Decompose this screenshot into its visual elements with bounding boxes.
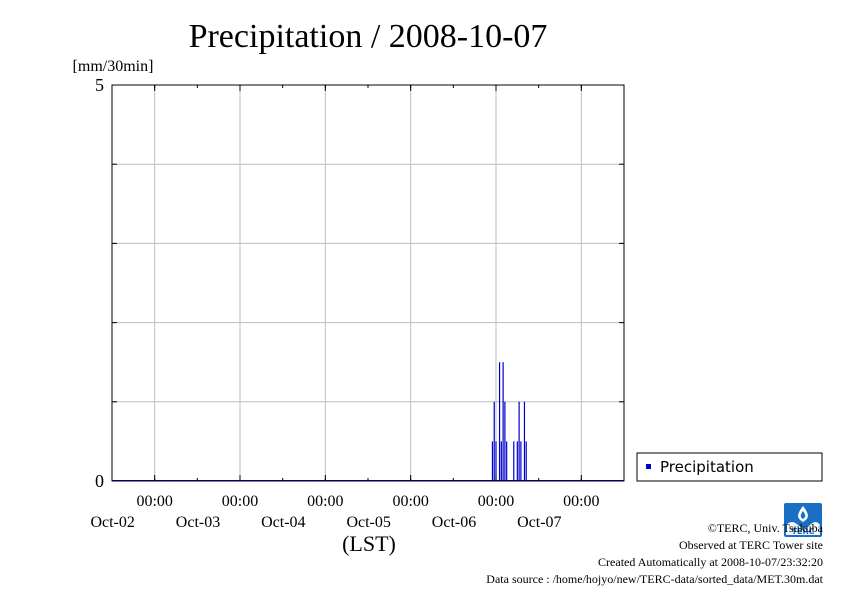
precipitation-bar bbox=[502, 362, 504, 481]
precipitation-bar bbox=[513, 441, 515, 481]
precipitation-bar bbox=[500, 441, 502, 481]
x-tick-time-label: 00:00 bbox=[563, 493, 599, 510]
terc-logo-graphic: TERC bbox=[784, 503, 822, 537]
x-axis-label: (LST) bbox=[342, 531, 396, 556]
legend: Precipitation bbox=[636, 452, 823, 482]
x-tick-date-label: Oct-02 bbox=[90, 514, 134, 531]
x-tick-time-label: 00:00 bbox=[392, 493, 428, 510]
y-tick-labels: 05 bbox=[95, 75, 104, 491]
chart-title: Precipitation / 2008-10-07 bbox=[189, 18, 548, 55]
x-tick-date-label: Oct-06 bbox=[432, 514, 476, 531]
x-tick-labels: 00:00Oct-0200:00Oct-0300:00Oct-0400:00Oc… bbox=[90, 493, 599, 531]
y-tick-label: 5 bbox=[95, 75, 104, 95]
precipitation-bar bbox=[493, 401, 495, 481]
precipitation-bar bbox=[520, 441, 522, 481]
created-timestamp-text: Created Automatically at 2008-10-07/23:3… bbox=[598, 555, 823, 569]
x-tick-date-label: Oct-05 bbox=[346, 514, 390, 531]
precipitation-bar bbox=[498, 362, 501, 481]
legend-entry-label: Precipitation bbox=[660, 458, 754, 476]
x-tick-date-label: Oct-03 bbox=[176, 514, 220, 531]
precipitation-bar bbox=[525, 441, 527, 481]
axis-ticks bbox=[111, 84, 625, 482]
precipitation-bar bbox=[516, 441, 518, 481]
precipitation-bar bbox=[518, 401, 520, 481]
observed-site-text: Observed at TERC Tower site bbox=[678, 538, 823, 552]
y-axis-unit-label: [mm/30min] bbox=[73, 58, 154, 75]
svg-text:TERC: TERC bbox=[792, 527, 815, 536]
precipitation-bar bbox=[491, 441, 494, 481]
y-tick-label: 0 bbox=[95, 471, 104, 491]
precipitation-bar bbox=[506, 441, 508, 481]
legend-swatch bbox=[646, 464, 651, 469]
x-tick-time-label: 00:00 bbox=[222, 493, 258, 510]
x-tick-date-label: Oct-04 bbox=[261, 514, 305, 531]
x-tick-date-label: Oct-07 bbox=[517, 514, 561, 531]
precipitation-bars bbox=[112, 362, 624, 481]
precipitation-bar bbox=[495, 441, 497, 481]
data-source-text: Data source : /home/hojyo/new/TERC-data/… bbox=[486, 572, 823, 586]
plot-frame bbox=[111, 84, 625, 482]
terc-logo: TERC bbox=[784, 503, 822, 537]
precipitation-bar bbox=[523, 401, 526, 481]
precipitation-bar bbox=[504, 401, 506, 481]
grid-lines bbox=[112, 85, 624, 481]
copyright-text: ©TERC, Univ. Tsukuba bbox=[707, 521, 823, 535]
x-tick-time-label: 00:00 bbox=[307, 493, 343, 510]
x-tick-time-label: 00:00 bbox=[136, 493, 172, 510]
x-tick-time-label: 00:00 bbox=[478, 493, 514, 510]
legend-box bbox=[636, 452, 823, 482]
